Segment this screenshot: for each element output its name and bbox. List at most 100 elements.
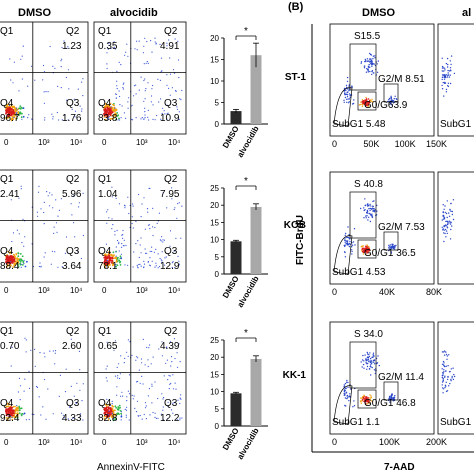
event-dot [114,234,116,236]
event-dot [392,400,394,402]
event-dot [376,204,378,207]
event-dot [451,210,453,213]
event-dot [361,359,364,361]
event-dot [177,255,179,257]
event-dot [143,45,145,47]
event-dot [9,111,12,113]
event-dot [363,360,365,362]
event-dot [114,416,117,419]
event-dot [364,198,366,200]
event-dot [13,258,16,261]
event-dot [44,378,46,381]
event-dot [112,44,114,46]
event-dot [364,204,367,206]
event-dot [181,417,183,419]
x-tick-label: 150K [426,139,447,149]
event-dot [362,396,365,399]
event-dot [161,112,163,115]
event-dot [111,109,114,111]
event-dot [63,40,65,42]
event-dot [109,111,111,114]
event-dot [451,377,453,379]
event-dot [111,400,113,402]
event-dot [370,101,372,103]
event-dot [445,353,448,356]
event-dot [167,405,169,407]
event-dot [367,103,370,105]
event-dot [372,352,375,354]
event-dot [366,209,369,212]
event-dot [108,217,110,219]
event-dot [171,187,173,189]
event-dot [136,381,138,383]
event-dot [144,107,146,109]
event-dot [24,236,26,238]
event-dot [115,260,118,263]
event-dot [171,87,173,89]
event-dot [159,257,161,260]
event-dot [368,105,370,107]
event-dot [444,211,446,214]
event-dot [160,413,162,415]
event-dot [151,250,153,253]
event-dot [169,341,172,343]
s-phase-gate [349,43,377,91]
event-dot [112,264,114,267]
y-tick-label: 15 [210,56,219,65]
event-dot [116,239,119,242]
event-dot [448,220,451,222]
event-dot [161,236,163,238]
event-dot [15,115,17,117]
event-dot [6,413,9,416]
event-dot [116,412,118,415]
event-dot [123,112,125,114]
event-dot [24,378,26,380]
event-dot [37,191,40,193]
event-dot [142,383,144,385]
event-dot [180,398,182,400]
event-dot [442,377,444,380]
event-dot [127,264,129,266]
event-dot [442,211,444,214]
event-dot [396,98,398,101]
event-dot [166,84,168,86]
event-dot [82,383,84,385]
event-dot [67,69,70,71]
event-dot [137,357,139,359]
event-dot [115,257,117,260]
event-dot [353,405,356,407]
event-dot [443,95,445,97]
event-dot [367,219,369,221]
y-tick-label: 10 [210,236,219,245]
event-dot [141,203,143,205]
event-dot [348,400,350,402]
event-dot [364,401,366,403]
event-dot [371,205,373,207]
event-dot [181,89,183,92]
event-dot [369,357,372,360]
event-dot [446,226,448,228]
event-dot [115,108,118,111]
event-dot [64,252,66,254]
event-dot [128,393,131,395]
event-dot [114,340,116,342]
x-tick-label: 0 [4,286,9,295]
event-dot [346,241,349,243]
event-dot [126,406,128,408]
event-dot [168,87,170,89]
event-dot [21,242,23,244]
event-dot [16,405,18,407]
event-dot [362,354,364,357]
event-dot [172,412,174,414]
partial-subg1-label: SubG1 [440,417,472,428]
event-dot [448,215,451,217]
event-dot [54,352,56,354]
event-dot [6,403,9,405]
event-dot [17,391,19,393]
event-dot [348,84,350,86]
event-dot [168,374,170,377]
event-dot [344,244,346,246]
event-dot [6,408,9,410]
event-dot [345,84,348,87]
event-dot [371,98,373,101]
